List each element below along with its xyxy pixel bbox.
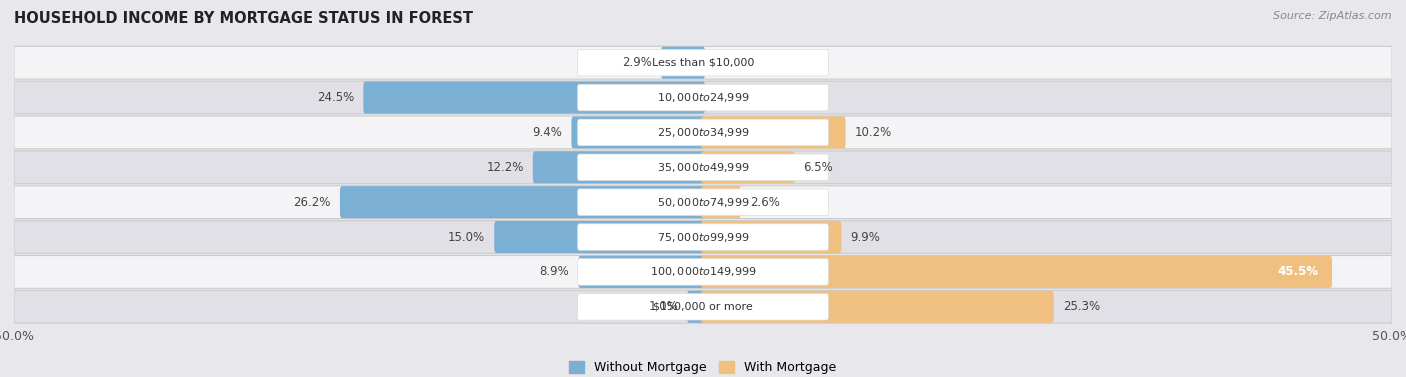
FancyBboxPatch shape (14, 81, 1392, 114)
FancyBboxPatch shape (578, 119, 828, 146)
FancyBboxPatch shape (578, 154, 828, 181)
Text: 12.2%: 12.2% (486, 161, 524, 174)
FancyBboxPatch shape (340, 186, 704, 218)
Text: 9.9%: 9.9% (851, 231, 880, 244)
Text: $35,000 to $49,999: $35,000 to $49,999 (657, 161, 749, 174)
Text: $25,000 to $34,999: $25,000 to $34,999 (657, 126, 749, 139)
FancyBboxPatch shape (495, 221, 704, 253)
Text: 8.9%: 8.9% (540, 265, 569, 278)
FancyBboxPatch shape (363, 81, 704, 113)
FancyBboxPatch shape (578, 224, 828, 250)
FancyBboxPatch shape (702, 221, 841, 253)
Text: 45.5%: 45.5% (1278, 265, 1319, 278)
FancyBboxPatch shape (578, 189, 828, 215)
Legend: Without Mortgage, With Mortgage: Without Mortgage, With Mortgage (564, 356, 842, 377)
FancyBboxPatch shape (661, 47, 704, 79)
FancyBboxPatch shape (14, 186, 1392, 219)
Text: Source: ZipAtlas.com: Source: ZipAtlas.com (1274, 11, 1392, 21)
Text: $150,000 or more: $150,000 or more (654, 302, 752, 312)
FancyBboxPatch shape (14, 290, 1392, 323)
Text: 10.2%: 10.2% (855, 126, 891, 139)
FancyBboxPatch shape (702, 151, 794, 183)
FancyBboxPatch shape (702, 186, 741, 218)
FancyBboxPatch shape (578, 84, 828, 111)
Text: 15.0%: 15.0% (449, 231, 485, 244)
FancyBboxPatch shape (14, 256, 1392, 288)
FancyBboxPatch shape (578, 256, 704, 288)
Text: 6.5%: 6.5% (804, 161, 834, 174)
FancyBboxPatch shape (578, 294, 828, 320)
FancyBboxPatch shape (14, 116, 1392, 149)
Text: 26.2%: 26.2% (294, 196, 330, 208)
Text: 24.5%: 24.5% (318, 91, 354, 104)
Text: $50,000 to $74,999: $50,000 to $74,999 (657, 196, 749, 208)
FancyBboxPatch shape (702, 116, 845, 149)
FancyBboxPatch shape (688, 291, 704, 323)
FancyBboxPatch shape (578, 49, 828, 76)
Text: 25.3%: 25.3% (1063, 300, 1099, 313)
FancyBboxPatch shape (571, 116, 704, 149)
Text: 9.4%: 9.4% (533, 126, 562, 139)
FancyBboxPatch shape (533, 151, 704, 183)
FancyBboxPatch shape (14, 221, 1392, 253)
FancyBboxPatch shape (702, 291, 1053, 323)
Text: $75,000 to $99,999: $75,000 to $99,999 (657, 231, 749, 244)
Text: Less than $10,000: Less than $10,000 (652, 58, 754, 68)
FancyBboxPatch shape (578, 259, 828, 285)
Text: 2.6%: 2.6% (749, 196, 780, 208)
Text: HOUSEHOLD INCOME BY MORTGAGE STATUS IN FOREST: HOUSEHOLD INCOME BY MORTGAGE STATUS IN F… (14, 11, 472, 26)
FancyBboxPatch shape (14, 46, 1392, 79)
Text: 1.0%: 1.0% (648, 300, 678, 313)
FancyBboxPatch shape (702, 256, 1331, 288)
Text: $100,000 to $149,999: $100,000 to $149,999 (650, 265, 756, 278)
FancyBboxPatch shape (14, 151, 1392, 184)
Text: $10,000 to $24,999: $10,000 to $24,999 (657, 91, 749, 104)
Text: 2.9%: 2.9% (621, 56, 652, 69)
